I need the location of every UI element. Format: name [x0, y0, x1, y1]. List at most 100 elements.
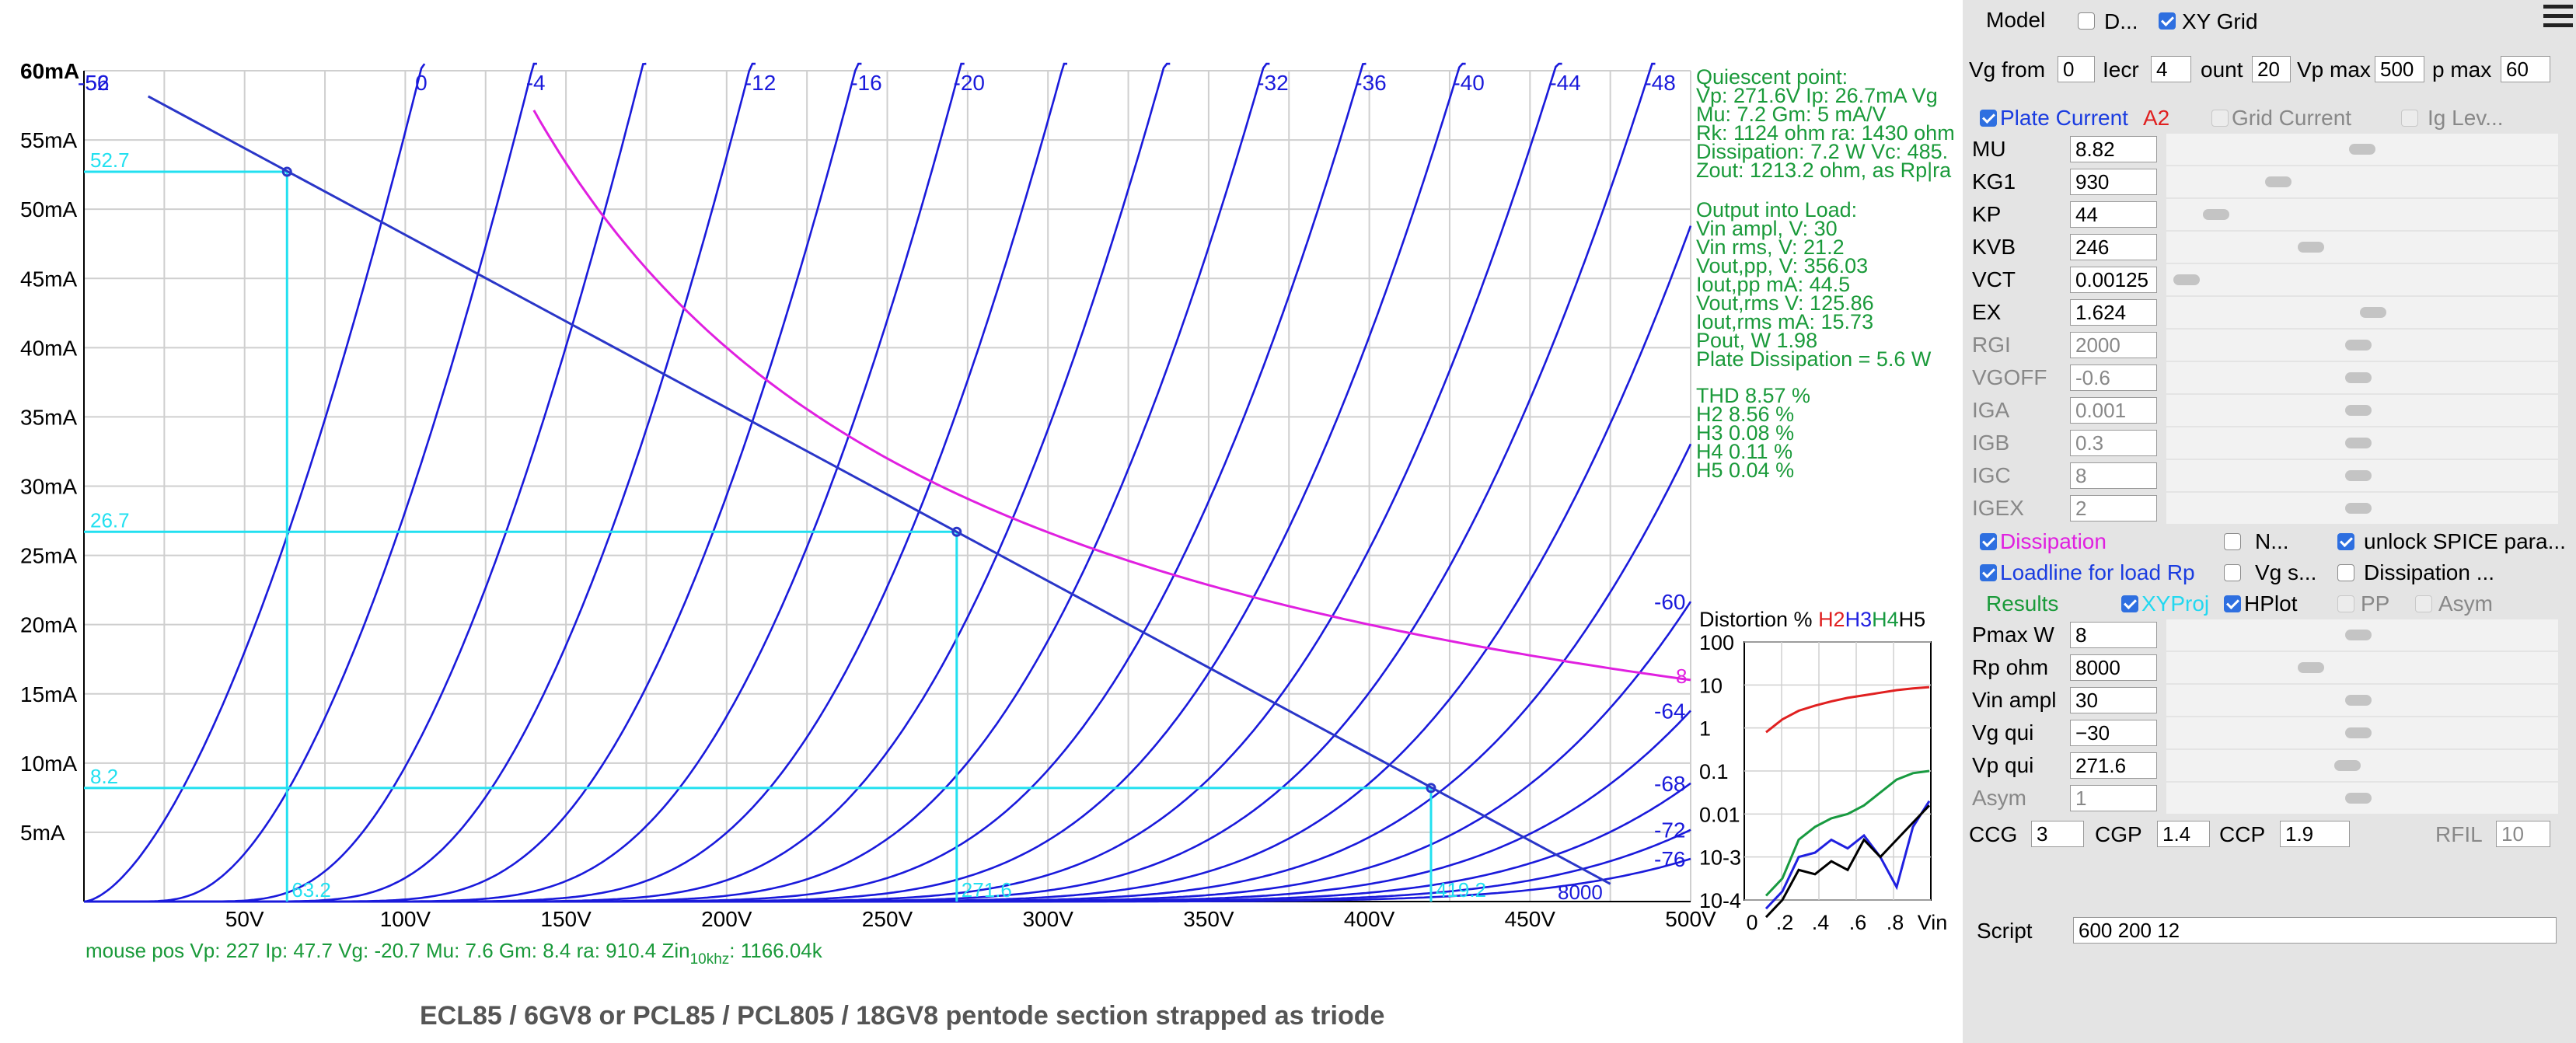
grid-current-checkbox[interactable] [2211, 110, 2229, 127]
distortion-y-label: 1 [1699, 717, 1711, 741]
param-value-field[interactable]: 0.00125 [2070, 267, 2157, 293]
param-slider[interactable] [2166, 395, 2558, 426]
param-slider-thumb[interactable] [2345, 372, 2372, 383]
plate-curve [84, 62, 537, 903]
param-slider-thumb[interactable] [2345, 438, 2372, 448]
script-field[interactable]: 600 200 12 [2073, 917, 2557, 944]
param-value-field[interactable]: 8 [2070, 462, 2157, 489]
param-slider-thumb[interactable] [2345, 793, 2372, 804]
param-slider-thumb[interactable] [2345, 630, 2372, 640]
asym-checkbox[interactable] [2415, 595, 2432, 612]
param-label: Asym [1972, 786, 2026, 810]
param-slider[interactable] [2166, 330, 2558, 361]
param-slider-thumb[interactable] [2334, 760, 2361, 771]
param-value-field[interactable]: 30 [2070, 687, 2157, 713]
param-label: IGA [1972, 398, 2010, 422]
vg-from-field[interactable]: 0 [2058, 56, 2095, 82]
incr-field[interactable]: 4 [2151, 56, 2191, 82]
param-slider[interactable] [2166, 685, 2558, 716]
plate-current-checkbox[interactable] [1980, 110, 1997, 127]
loadline-checkbox[interactable] [1980, 564, 1997, 581]
results-label: Results [1986, 591, 2059, 616]
grid-voltage-label: -72 [1654, 818, 1685, 842]
info-line: Iout,pp mA: 44.5 [1696, 273, 1850, 296]
ig-level-checbox[interactable] [2401, 110, 2418, 127]
param-value-field[interactable]: 1.624 [2070, 299, 2157, 326]
param-slider-thumb[interactable] [2345, 340, 2372, 351]
param-slider[interactable] [2166, 750, 2558, 781]
param-slider[interactable] [2166, 134, 2558, 165]
zin-value: : 1166.04k [729, 939, 823, 962]
param-value-field[interactable]: 246 [2070, 234, 2157, 260]
param-slider[interactable] [2166, 427, 2558, 459]
plate-current-label: Plate Current [2000, 106, 2128, 130]
param-slider-thumb[interactable] [2298, 662, 2325, 673]
param-slider-thumb[interactable] [2360, 307, 2387, 318]
n-checkbox[interactable] [2224, 533, 2241, 550]
count-field[interactable]: 20 [2252, 56, 2291, 82]
param-slider[interactable] [2166, 493, 2558, 524]
xyproj-checkbox[interactable] [2121, 595, 2138, 612]
param-slider[interactable] [2166, 166, 2558, 197]
ccg-field[interactable]: 3 [2031, 821, 2084, 847]
xy-projection-lines: 52.7 26.7 8.2 63.2 271.6 419.2 [84, 148, 1486, 902]
distortion-x-label: .8 [1887, 911, 1904, 934]
vg-s-checkbox[interactable] [2224, 564, 2241, 581]
xy-grid-checkbox[interactable] [2159, 12, 2176, 30]
distortion-x-label: .4 [1812, 911, 1830, 934]
param-slider-thumb[interactable] [2349, 144, 2375, 155]
param-value-field[interactable]: 44 [2070, 201, 2157, 228]
param-slider-thumb[interactable] [2345, 503, 2372, 514]
d-checkbox[interactable] [2078, 12, 2095, 30]
x-axis-labels: 50V 100V 150V 200V 250V 300V 350V 400V 450V 500V [225, 907, 1716, 931]
param-slider[interactable] [2166, 783, 2558, 814]
param-value-field[interactable]: -0.6 [2070, 365, 2157, 391]
param-value-field[interactable]: 8 [2070, 622, 2157, 648]
dissipation-label: 8 [1676, 665, 1687, 688]
param-slider[interactable] [2166, 264, 2558, 295]
ccp-field[interactable]: 1.9 [2280, 821, 2350, 847]
param-slider-thumb[interactable] [2345, 470, 2372, 481]
param-value-field[interactable]: 2 [2070, 495, 2157, 522]
harmonic-legend-h5: H5 [1899, 608, 1926, 631]
param-value-field[interactable]: 8000 [2070, 654, 2157, 681]
param-slider[interactable] [2166, 199, 2558, 230]
param-slider[interactable] [2166, 460, 2558, 491]
param-slider-thumb[interactable] [2345, 695, 2372, 706]
param-slider-thumb[interactable] [2173, 274, 2201, 285]
cgp-field[interactable]: 1.4 [2157, 821, 2210, 847]
param-value-field[interactable]: 930 [2070, 169, 2157, 195]
param-slider[interactable] [2166, 297, 2558, 328]
dissipation-checkbox[interactable] [1980, 533, 1997, 550]
menu-icon[interactable] [2543, 5, 2573, 31]
hplot-label: HPlot [2244, 591, 2298, 616]
param-slider[interactable] [2166, 652, 2558, 683]
hplot-checkbox[interactable] [2224, 595, 2241, 612]
pp-checkbox[interactable] [2337, 595, 2354, 612]
param-slider-thumb[interactable] [2264, 176, 2292, 187]
param-slider-thumb[interactable] [2298, 242, 2325, 253]
param-slider-thumb[interactable] [2345, 405, 2372, 416]
param-value-field[interactable]: 271.6 [2070, 752, 2157, 779]
param-value-field[interactable]: 2000 [2070, 332, 2157, 358]
unlock-spice-checkbox[interactable] [2337, 533, 2354, 550]
param-value-field[interactable]: −30 [2070, 720, 2157, 746]
param-slider[interactable] [2166, 619, 2558, 651]
vp-max-field[interactable]: 500 [2375, 56, 2424, 82]
param-value-field[interactable]: 0.001 [2070, 397, 2157, 424]
param-slider[interactable] [2166, 232, 2558, 263]
param-slider[interactable] [2166, 717, 2558, 748]
dissipation2-checkbox[interactable] [2337, 564, 2354, 581]
p-max-field[interactable]: 60 [2501, 56, 2550, 82]
param-value-field[interactable]: 0.3 [2070, 430, 2157, 456]
param-value-field[interactable]: 8.82 [2070, 136, 2157, 162]
param-slider-thumb[interactable] [2203, 209, 2229, 220]
x-tick-label: 50V [225, 907, 264, 931]
param-value-field[interactable]: 1 [2070, 785, 2157, 811]
rfil-field[interactable]: 10 [2496, 821, 2550, 847]
param-slider-thumb[interactable] [2345, 727, 2372, 738]
plate-curves-plot[interactable]: 60mA55mA50mA45mA40mA35mA30mA25mA20mA15mA… [0, 0, 1963, 1043]
plate-curve [84, 62, 965, 903]
distortion-y-label: 10-4 [1699, 889, 1741, 912]
param-slider[interactable] [2166, 362, 2558, 393]
